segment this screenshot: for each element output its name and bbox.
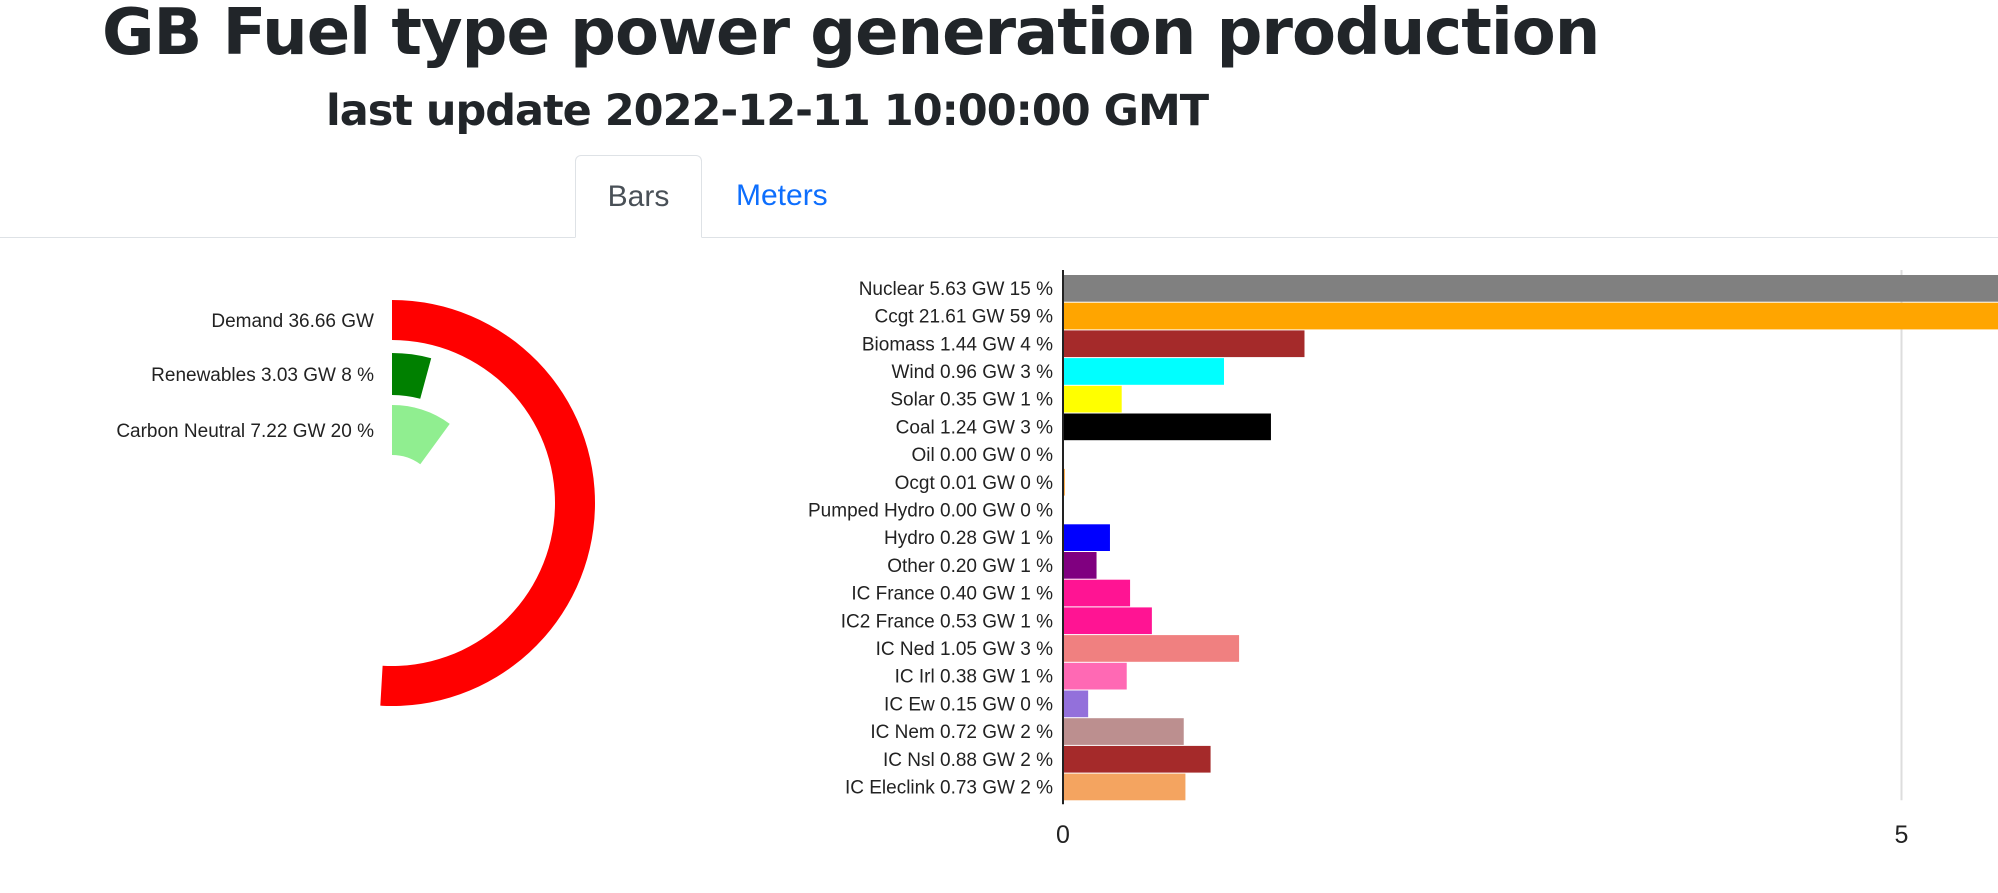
bar-label: Wind 0.96 GW 3 % [891, 362, 1053, 383]
bar-5 [1063, 413, 1271, 441]
radial-label-0: Demand 36.66 GW [211, 311, 374, 332]
bar-2 [1063, 330, 1305, 358]
last-update: last update 2022-12-11 10:00:00 GMT [326, 86, 1209, 136]
radial-label-1: Renewables 3.03 GW 8 % [151, 365, 374, 386]
bar-label: IC Nem 0.72 GW 2 % [870, 722, 1053, 743]
bar-label: Pumped Hydro 0.00 GW 0 % [808, 500, 1053, 521]
radial-arc-0 [380, 300, 595, 707]
bar-label: IC Irl 0.38 GW 1 % [895, 667, 1053, 688]
bar-label: IC Nsl 0.88 GW 2 % [883, 750, 1053, 771]
bar-label: Ocgt 0.01 GW 0 % [895, 473, 1053, 494]
radial-arc-2 [392, 405, 450, 465]
bar-label: Nuclear 5.63 GW 15 % [859, 279, 1053, 300]
bar-label: IC Ew 0.15 GW 0 % [884, 694, 1053, 715]
bar-18 [1063, 773, 1186, 801]
bar-4 [1063, 385, 1122, 413]
tab-meters[interactable]: Meters [736, 179, 828, 212]
bar-12 [1063, 607, 1152, 635]
bar-label: Oil 0.00 GW 0 % [912, 445, 1054, 466]
bar-label: IC Ned 1.05 GW 3 % [876, 639, 1054, 660]
bar-label: Other 0.20 GW 1 % [887, 556, 1053, 577]
tab-bars[interactable]: Bars [575, 155, 702, 238]
bar-label: Coal 1.24 GW 3 % [896, 417, 1053, 438]
radial-label-2: Carbon Neutral 7.22 GW 20 % [116, 421, 374, 442]
bar-1 [1063, 302, 1998, 330]
x-tick-label: 5 [1895, 821, 1909, 849]
bar-0 [1063, 275, 1998, 302]
x-tick-label: 0 [1056, 821, 1070, 849]
bar-label: IC2 France 0.53 GW 1 % [841, 611, 1053, 632]
bar-10 [1063, 552, 1097, 579]
page-title: GB Fuel type power generation production [102, 0, 1600, 70]
bar-label: Hydro 0.28 GW 1 % [884, 528, 1053, 549]
radial-arc-1 [392, 353, 432, 399]
bar-label: Biomass 1.44 GW 4 % [862, 334, 1053, 355]
bar-9 [1063, 524, 1110, 551]
tab-bar: Bars Meters [0, 155, 1998, 238]
bar-14 [1063, 662, 1127, 690]
bar-label: Ccgt 21.61 GW 59 % [875, 307, 1054, 328]
bar-13 [1063, 635, 1240, 662]
bar-16 [1063, 718, 1184, 745]
bar-3 [1063, 358, 1224, 385]
bar-15 [1063, 690, 1089, 718]
bar-11 [1063, 579, 1131, 607]
bar-17 [1063, 745, 1211, 773]
bar-label: IC Eleclink 0.73 GW 2 % [845, 777, 1053, 798]
bar-label: IC France 0.40 GW 1 % [851, 584, 1053, 605]
bar-label: Solar 0.35 GW 1 % [890, 390, 1053, 411]
